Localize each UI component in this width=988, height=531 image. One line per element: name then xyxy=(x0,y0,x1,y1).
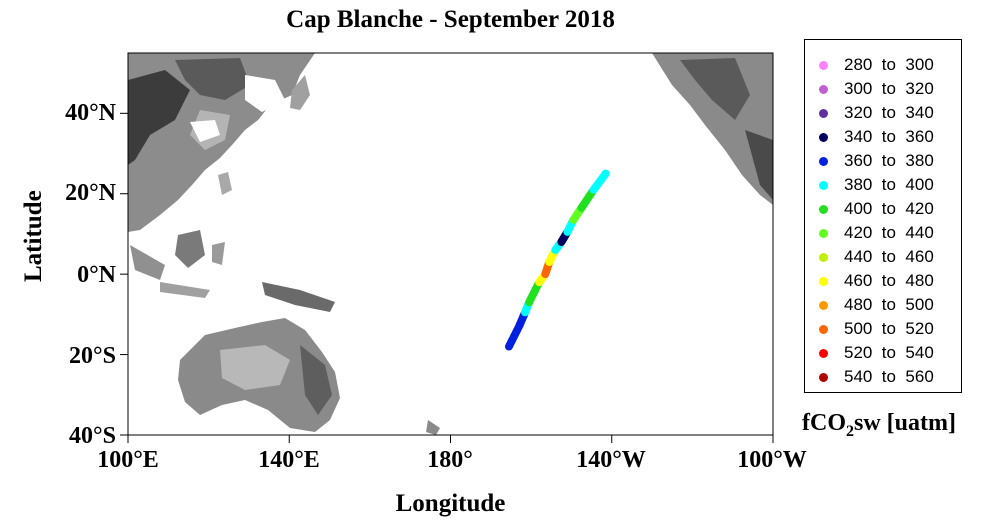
y-tick-label: 0°N xyxy=(77,262,116,288)
x-axis-label: Longitude xyxy=(395,490,506,517)
legend-swatch xyxy=(819,325,828,334)
legend-item: 460 to 480 xyxy=(805,269,961,293)
land-australia-inner xyxy=(220,345,290,390)
x-tick-label: 140°W xyxy=(576,447,646,473)
track-point xyxy=(601,169,610,178)
legend-label: 340 to 360 xyxy=(844,127,934,146)
legend-label: 520 to 540 xyxy=(844,343,934,362)
y-tick-label: 20°S xyxy=(69,343,116,369)
land-asia-mid xyxy=(175,58,250,100)
legend-swatch xyxy=(819,253,828,262)
y-tick-label: 40°S xyxy=(69,423,116,449)
chart-title: Cap Blanche - September 2018 xyxy=(286,6,615,33)
y-tick-label: 40°N xyxy=(65,100,116,126)
x-tick-label: 100°E xyxy=(97,447,159,473)
ship-track xyxy=(504,169,610,351)
unit-subscript: 2 xyxy=(846,422,854,440)
land-japan xyxy=(290,75,310,110)
land-newguinea xyxy=(262,282,335,312)
land-layer xyxy=(128,53,773,435)
legend-item: 340 to 360 xyxy=(805,125,961,149)
land-sulawesi xyxy=(212,242,225,265)
legend-item: 440 to 460 xyxy=(805,245,961,269)
legend: 280 to 300 300 to 320 320 to 340 340 to 360… xyxy=(804,39,962,393)
legend-label: 320 to 340 xyxy=(844,103,934,122)
legend-item: 360 to 380 xyxy=(805,149,961,173)
x-tick-label: 100°W xyxy=(737,447,807,473)
legend-label: 280 to 300 xyxy=(844,55,934,74)
legend-label: 480 to 500 xyxy=(844,295,934,314)
land-newzealand xyxy=(426,420,440,435)
land-australia-east xyxy=(300,345,332,415)
legend-swatch xyxy=(819,133,828,142)
legend-label: 360 to 380 xyxy=(844,151,934,170)
legend-item: 420 to 440 xyxy=(805,221,961,245)
legend-swatch xyxy=(819,349,828,358)
x-tick-label: 180° xyxy=(427,447,473,473)
legend-item: 400 to 420 xyxy=(805,197,961,221)
legend-label: 420 to 440 xyxy=(844,223,934,242)
land-borneo xyxy=(175,230,205,268)
land-sumatra xyxy=(130,245,165,280)
land-asia-dark xyxy=(128,70,190,165)
legend-label: 500 to 520 xyxy=(844,319,934,338)
legend-label: 460 to 480 xyxy=(844,271,934,290)
unit-suffix: sw [uatm] xyxy=(854,410,956,436)
legend-label: 400 to 420 xyxy=(844,199,934,218)
legend-swatch xyxy=(819,301,828,310)
legend-swatch xyxy=(819,229,828,238)
legend-unit-label: fCO2sw [uatm] xyxy=(802,410,956,441)
land-java xyxy=(160,282,210,298)
legend-label: 380 to 400 xyxy=(844,175,934,194)
tick-marks xyxy=(120,112,774,443)
land-na-coast xyxy=(745,130,773,200)
y-tick-label: 20°N xyxy=(65,180,116,206)
legend-swatch xyxy=(819,205,828,214)
legend-swatch xyxy=(819,373,828,382)
legend-swatch xyxy=(819,157,828,166)
legend-item: 380 to 400 xyxy=(805,173,961,197)
legend-swatch xyxy=(819,181,828,190)
legend-item: 540 to 560 xyxy=(805,365,961,389)
land-philippines xyxy=(218,172,232,195)
legend-label: 540 to 560 xyxy=(844,367,934,386)
x-tick-label: 140°E xyxy=(258,447,320,473)
legend-swatch xyxy=(819,85,828,94)
land-na-dark xyxy=(680,58,750,120)
legend-item: 520 to 540 xyxy=(805,341,961,365)
legend-swatch xyxy=(819,109,828,118)
legend-swatch xyxy=(819,277,828,286)
legend-label: 440 to 460 xyxy=(844,247,934,266)
legend-swatch xyxy=(819,61,828,70)
legend-label: 300 to 320 xyxy=(844,79,934,98)
legend-item: 300 to 320 xyxy=(805,77,961,101)
unit-prefix: fCO xyxy=(802,410,846,436)
legend-item: 280 to 300 xyxy=(805,53,961,77)
legend-item: 320 to 340 xyxy=(805,101,961,125)
legend-item: 480 to 500 xyxy=(805,293,961,317)
legend-item: 500 to 520 xyxy=(805,317,961,341)
